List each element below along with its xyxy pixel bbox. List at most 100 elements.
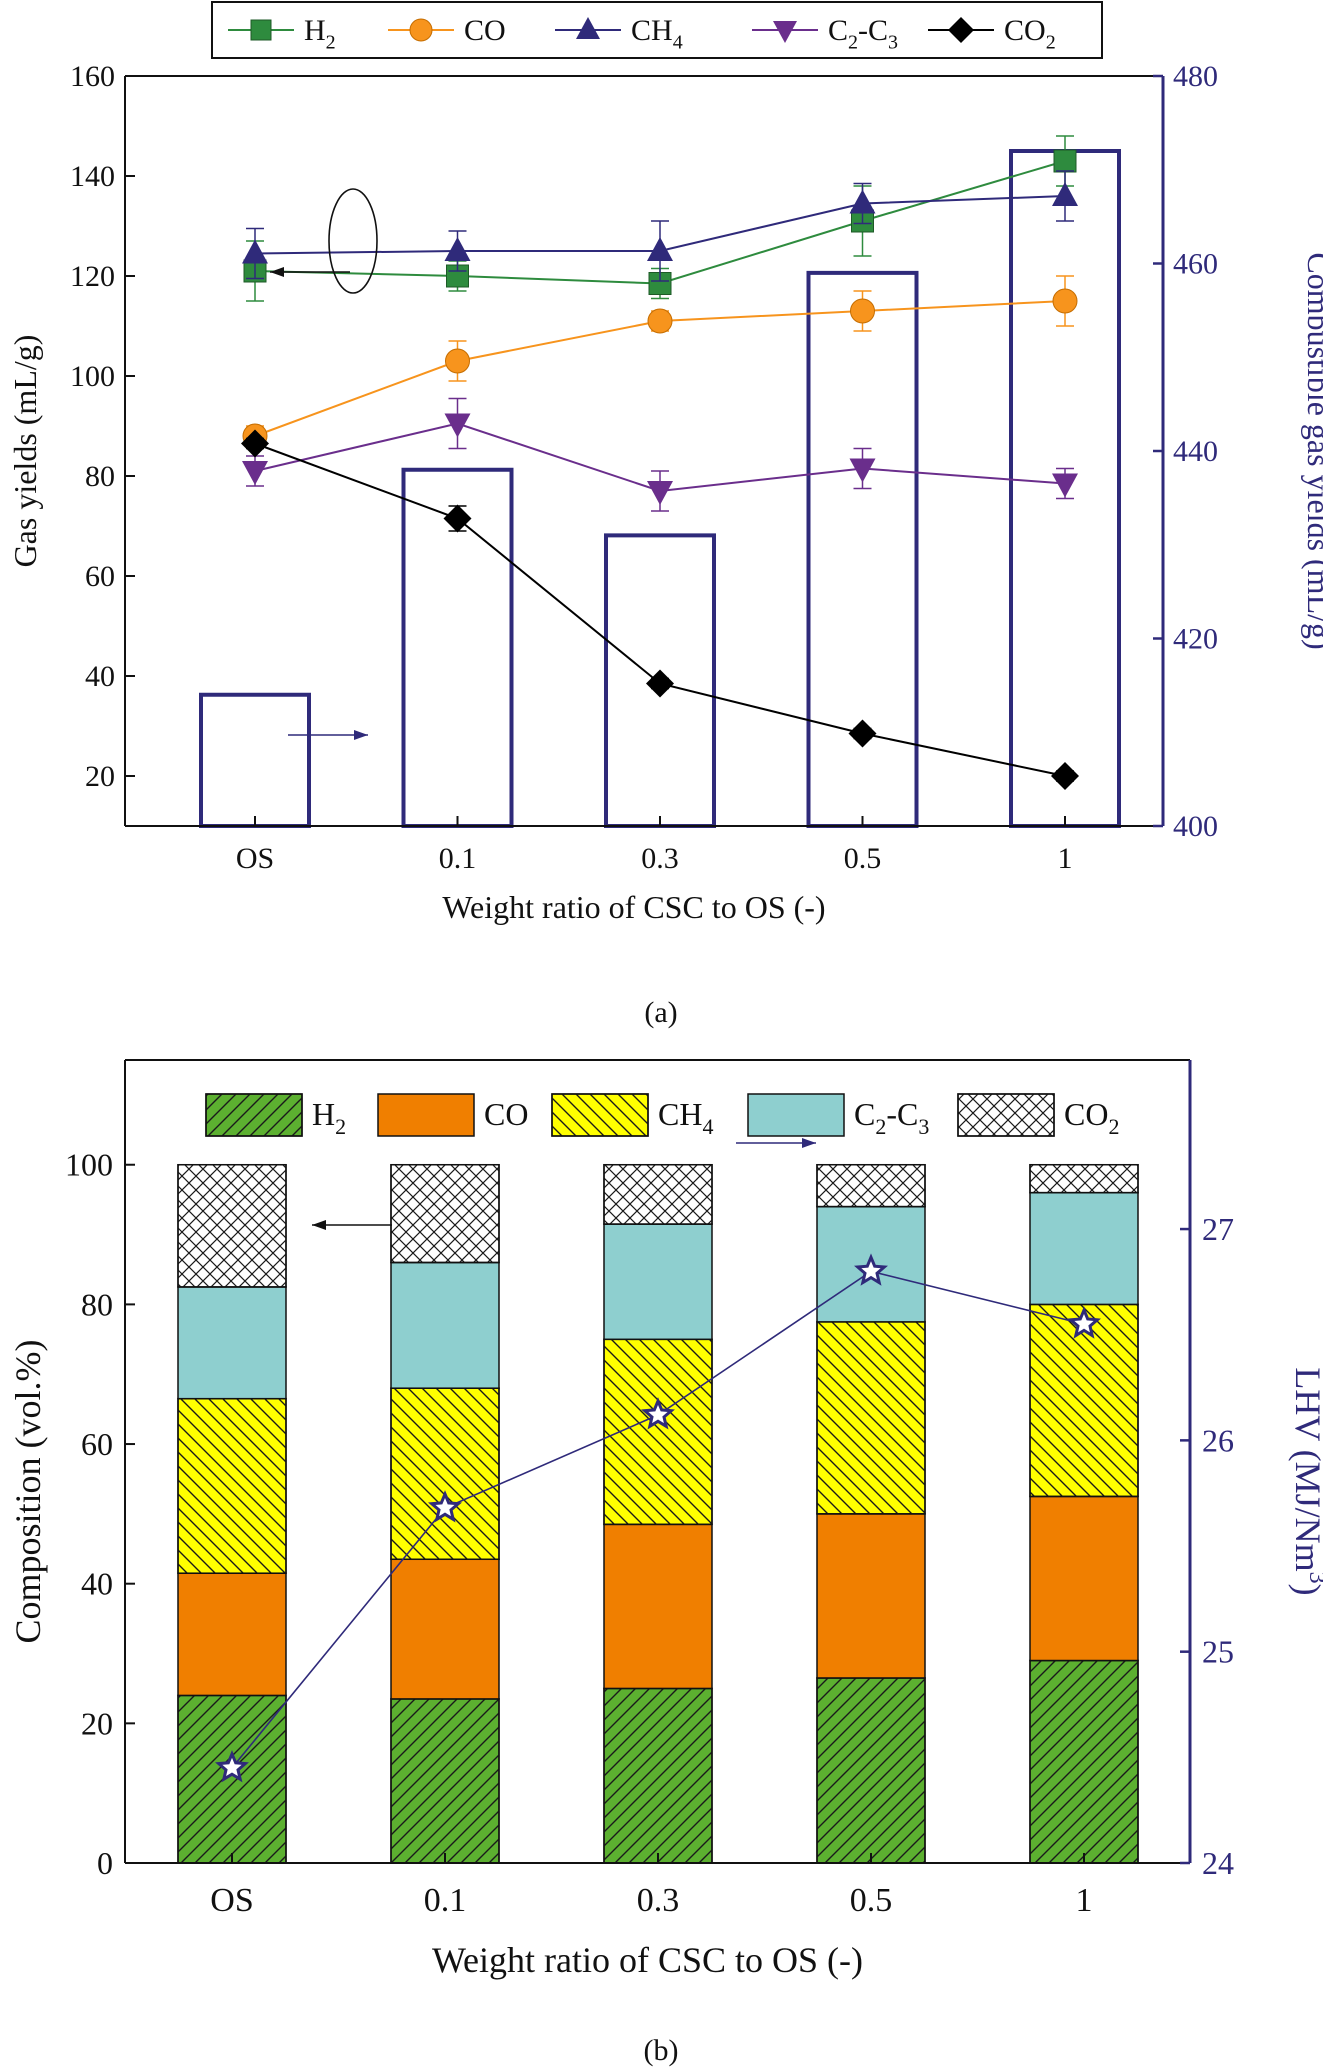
point-c2-c3-0-5 bbox=[849, 458, 876, 483]
y-tick-label-100: 100 bbox=[65, 1147, 113, 1183]
legend: H2 CO CH4 C2-C3 CO2 bbox=[205, 1093, 1119, 1139]
legend-item-h2: H2 bbox=[205, 1093, 346, 1139]
y-axis-label: Composition (vol.%) bbox=[8, 1340, 48, 1644]
point-ch4-0-1 bbox=[444, 237, 471, 261]
legend-swatch-pattern-h2 bbox=[205, 1093, 303, 1137]
point-co2-os bbox=[241, 429, 269, 458]
bar-co-1 bbox=[1029, 1495, 1139, 1662]
x-tick-label-0-1: 0.1 bbox=[439, 842, 477, 875]
x-axis-label: Weight ratio of CSC to OS (-) bbox=[442, 889, 825, 925]
annotation-arrow-right-head bbox=[354, 730, 368, 740]
annotation-arrow-left-head bbox=[312, 1220, 326, 1230]
legend-label-h2: H2 bbox=[312, 1096, 346, 1139]
panel-a: 20 40 60 80 100 120 140 160 400 420 440 460 480 OS 0.1… bbox=[7, 1, 1323, 925]
bar-pattern-co2-os bbox=[177, 1163, 287, 1288]
annotation-arrow-left bbox=[312, 1220, 392, 1230]
x-tick-label-0-3: 0.3 bbox=[637, 1882, 680, 1919]
y2-tick-label-27: 27 bbox=[1202, 1211, 1234, 1247]
x-axis-label: Weight ratio of CSC to OS (-) bbox=[432, 1940, 863, 1980]
x-tick-label-os: OS bbox=[236, 842, 274, 875]
legend-item-co2: CO2 bbox=[957, 1093, 1119, 1139]
series-ch4 bbox=[242, 170, 1078, 282]
y2-tick-label-440: 440 bbox=[1173, 435, 1218, 468]
y2-tick-label-24: 24 bbox=[1202, 1845, 1234, 1881]
stack-ch4 bbox=[177, 1303, 1139, 1574]
bar-c2-c3-os bbox=[177, 1286, 287, 1400]
y-tick-label-20: 20 bbox=[81, 1705, 113, 1741]
y2-tick-label-400: 400 bbox=[1173, 810, 1218, 843]
legend-swatch-pattern-co2 bbox=[957, 1093, 1055, 1137]
legend: H2 CO CH4 C2-C3 CO2 bbox=[211, 1, 1103, 59]
y2-axis-label: LHV (MJ/Nm3) bbox=[1288, 1367, 1323, 1595]
point-lhv-0-3 bbox=[641, 1397, 675, 1430]
y-tick-label-80: 80 bbox=[85, 460, 115, 493]
y-tick-label-60: 60 bbox=[85, 560, 115, 593]
legend-label-ch4: CH4 bbox=[631, 14, 683, 53]
y2-tick-label-480: 480 bbox=[1173, 60, 1218, 93]
point-co-1 bbox=[1052, 288, 1078, 314]
bar-pattern-ch4-os bbox=[177, 1397, 287, 1574]
legend-label-h2: H2 bbox=[304, 14, 336, 53]
legend-swatch-c2-c3 bbox=[747, 1093, 845, 1137]
bar-co-0-1 bbox=[390, 1558, 500, 1700]
y-tick-label-20: 20 bbox=[85, 760, 115, 793]
y2-axis-label: Combustible gas yields (mL/g) bbox=[1301, 252, 1323, 649]
legend-item-ch4: CH4 bbox=[555, 14, 683, 53]
point-co2-0-3 bbox=[646, 669, 674, 698]
x-tick-label-0-5: 0.5 bbox=[850, 1882, 893, 1919]
annotation-arrow-right-head bbox=[802, 1138, 816, 1148]
legend-marker-co2 bbox=[948, 17, 974, 43]
bar-pattern-ch4-0-1 bbox=[390, 1387, 500, 1561]
bar-pattern-ch4-0-5 bbox=[816, 1321, 926, 1515]
bar-co-0-5 bbox=[816, 1513, 926, 1679]
y2-tick-label-420: 420 bbox=[1173, 623, 1218, 656]
annotation-arrow-right bbox=[736, 1138, 816, 1148]
bar-pattern-h2-os bbox=[177, 1694, 287, 1864]
point-co2-0-5 bbox=[848, 719, 877, 748]
annotation-arrow-right bbox=[288, 730, 368, 740]
point-ch4-0-5 bbox=[849, 189, 876, 214]
legend-label-co: CO bbox=[484, 1096, 528, 1132]
point-c2-c3-0-1 bbox=[444, 413, 471, 438]
bar-pattern-ch4-0-3 bbox=[603, 1338, 713, 1526]
legend-label-c2-c3: C2-C3 bbox=[828, 14, 898, 53]
x-tick-label-os: OS bbox=[210, 1882, 253, 1919]
bar-c2-c3-0-1 bbox=[390, 1261, 500, 1389]
x-tick-label-0-5: 0.5 bbox=[844, 842, 882, 875]
point-lhv-1 bbox=[1067, 1306, 1101, 1339]
legend-marker-c2-c3 bbox=[773, 21, 797, 43]
point-ch4-1 bbox=[1052, 182, 1078, 206]
legend-label-co: CO bbox=[464, 14, 506, 47]
annotation-ellipse bbox=[328, 188, 378, 294]
bar-pattern-h2-0-3 bbox=[603, 1687, 713, 1864]
series-lhv bbox=[215, 1253, 1101, 1783]
stack-co bbox=[177, 1495, 1139, 1700]
legend-item-c2-c3: C2-C3 bbox=[752, 14, 898, 53]
point-c2-c3-0-3 bbox=[647, 481, 673, 505]
legend-item-co2: CO2 bbox=[928, 14, 1056, 53]
stack-h2 bbox=[177, 1659, 1139, 1864]
point-lhv-0-1 bbox=[427, 1490, 463, 1523]
point-co2-1 bbox=[1051, 762, 1079, 790]
y-tick-label-80: 80 bbox=[81, 1286, 113, 1322]
legend-label-ch4: CH4 bbox=[658, 1096, 713, 1139]
legend-label-c2-c3: C2-C3 bbox=[854, 1096, 929, 1139]
bar-pattern-h2-0-5 bbox=[816, 1677, 926, 1864]
bar-combustible-os bbox=[199, 692, 311, 828]
series-c2-c3 bbox=[242, 397, 1078, 512]
bar-pattern-co2-0-3 bbox=[603, 1163, 713, 1225]
point-co-0-5 bbox=[850, 298, 875, 324]
y2-tick-label-460: 460 bbox=[1173, 248, 1218, 281]
point-lhv-0-5 bbox=[854, 1253, 888, 1286]
point-c2-c3-os bbox=[242, 461, 268, 485]
panel-b: 0 20 40 60 80 100 24 25 26 27 OS 0.1 0.3 0.5 1 Weight r… bbox=[8, 1059, 1323, 1980]
y-axis-label: Gas yields (mL/g) bbox=[7, 335, 43, 568]
bar-co-0-3 bbox=[603, 1523, 713, 1690]
series-co bbox=[242, 275, 1078, 449]
legend-swatch-co bbox=[377, 1093, 475, 1137]
legend-swatch-pattern-ch4 bbox=[551, 1093, 649, 1137]
caption-a: (a) bbox=[644, 996, 677, 1029]
y-tick-label-40: 40 bbox=[85, 660, 115, 693]
legend-label-co2: CO2 bbox=[1004, 14, 1056, 53]
